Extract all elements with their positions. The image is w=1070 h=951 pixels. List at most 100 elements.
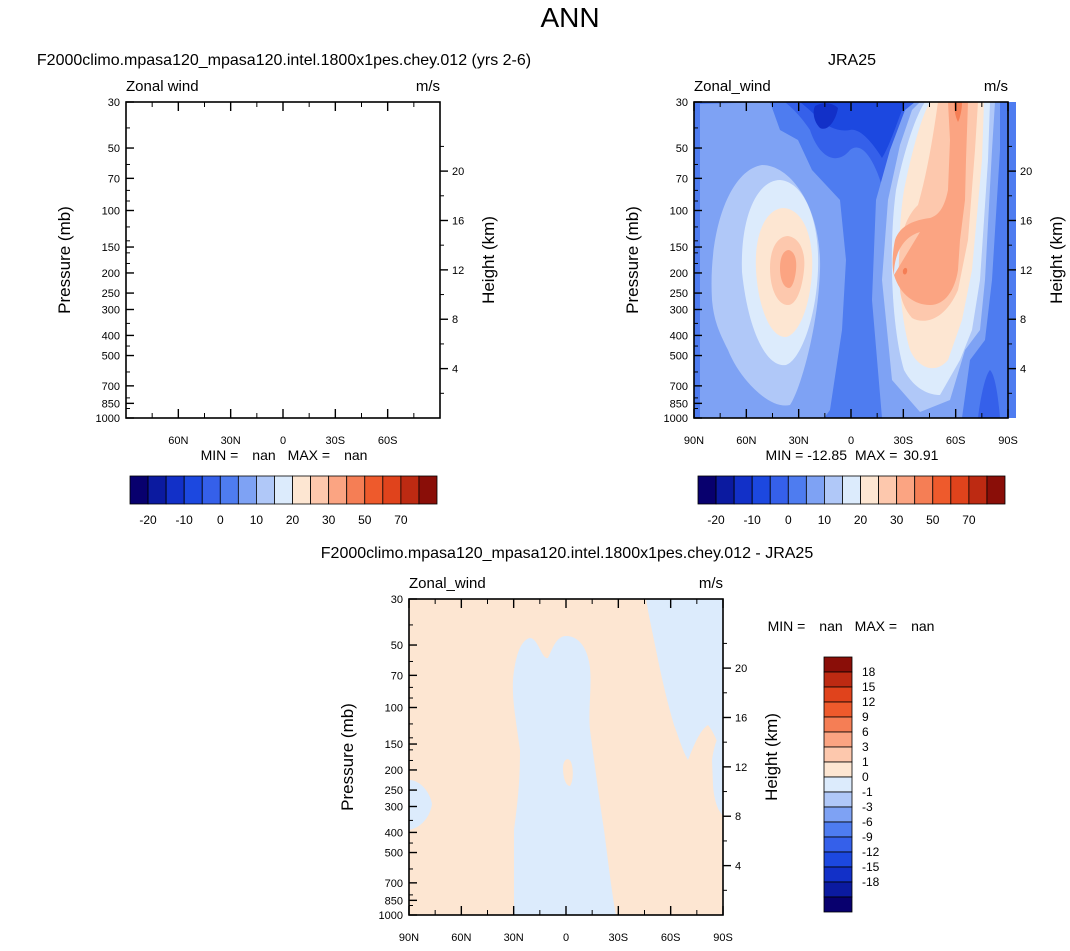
ref-units-label: m/s xyxy=(984,78,1008,95)
diff-stats: MIN = nan MAX = nan xyxy=(768,618,935,634)
ref-right-tick-label: 20 xyxy=(1020,166,1032,178)
diff-x-tick-label: 30N xyxy=(504,932,524,944)
test-x-tick-label: 30N xyxy=(221,435,241,447)
test-x-tick-label: 0 xyxy=(280,435,286,447)
diff-colorbar-label: -9 xyxy=(862,830,873,844)
ref-max-label: MAX = xyxy=(855,447,897,463)
diff-y-tick-label: 30 xyxy=(391,594,403,606)
diff-colorbar-box xyxy=(823,731,853,748)
test-colorbar-label: 30 xyxy=(322,513,336,527)
ref-colorbar-box xyxy=(914,475,934,505)
diff-axes: 3050701001502002503004005007008501000481… xyxy=(379,594,748,944)
test-colorbar-box xyxy=(328,475,348,505)
ref-right-tick-label: 16 xyxy=(1020,215,1032,227)
test-right-tick-label: 20 xyxy=(452,166,464,178)
ref-colorbar-box xyxy=(896,475,916,505)
diff-colorbar-label: 1 xyxy=(862,755,869,769)
ref-y-tick-label: 850 xyxy=(670,398,688,410)
ref-y-axis-label: Pressure (mb) xyxy=(623,206,642,314)
test-right-tick-label: 8 xyxy=(452,314,458,326)
diff-x-tick-label: 90S xyxy=(713,932,733,944)
ref-panel-title: JRA25 xyxy=(828,52,876,69)
test-colorbar-box xyxy=(256,475,275,505)
ref-x-tick-label: 30N xyxy=(789,435,809,447)
test-colorbar-label: 10 xyxy=(250,513,264,527)
ref-right-tick-label: 4 xyxy=(1020,364,1026,376)
diff-max-value: nan xyxy=(911,618,934,634)
ref-colorbar-box xyxy=(860,475,879,505)
ref-variable-label: Zonal_wind xyxy=(694,78,771,95)
ref-x-tick-label: 60S xyxy=(946,435,966,447)
diff-colorbar-label: 0 xyxy=(862,770,869,784)
test-colorbar-box xyxy=(292,475,311,505)
test-colorbar-box xyxy=(274,475,293,505)
diff-min-label: MIN = xyxy=(768,618,806,634)
diff-colorbar-label: 3 xyxy=(862,740,869,754)
ref-colorbar-box xyxy=(787,475,807,505)
diff-colorbar-label: -6 xyxy=(862,815,873,829)
test-y-tick-label: 500 xyxy=(102,351,120,363)
diff-colorbar-box xyxy=(823,761,853,778)
diff-y-tick-label: 70 xyxy=(391,670,403,682)
test-colorbar-box xyxy=(183,475,203,505)
test-min-value: nan xyxy=(252,447,275,463)
test-colorbar-box xyxy=(400,475,420,505)
diff-y-axis-right-label: Height (km) xyxy=(762,713,781,801)
diff-colorbar-box xyxy=(823,866,853,883)
diff-colorbar-label: -1 xyxy=(862,785,873,799)
test-y-tick-label: 150 xyxy=(102,242,120,254)
diff-colorbar-label: 18 xyxy=(862,665,876,679)
test-colorbar-label: 20 xyxy=(286,513,300,527)
ref-colorbar-box xyxy=(824,475,843,505)
diff-colorbar-box xyxy=(823,821,853,838)
ref-right-tick-label: 8 xyxy=(1020,314,1026,326)
ref-right-tick-label: 12 xyxy=(1020,265,1032,277)
ref-y-tick-label: 250 xyxy=(670,288,688,300)
ref-contour-field xyxy=(694,102,1016,418)
ref-stats: MIN = -12.85 MAX = 30.91 xyxy=(766,447,939,463)
diff-y-tick-label: 300 xyxy=(385,802,403,814)
test-axes: 3050701001502002503004005007008501000481… xyxy=(96,97,465,447)
test-y-tick-label: 300 xyxy=(102,305,120,317)
test-colorbar-box xyxy=(364,475,384,505)
diff-contour-field xyxy=(409,599,723,915)
diff-colorbar-label: 15 xyxy=(862,680,876,694)
diff-y-tick-label: 400 xyxy=(385,827,403,839)
ref-y-tick-label: 30 xyxy=(676,97,688,109)
test-colorbar-box xyxy=(219,475,239,505)
ref-colorbar-box xyxy=(968,475,988,505)
ref-axes: 3050701001502002503004005007008501000481… xyxy=(664,97,1033,447)
test-right-tick-label: 12 xyxy=(452,265,464,277)
diff-x-tick-label: 60S xyxy=(661,932,681,944)
diff-colorbar-box xyxy=(823,671,853,688)
diff-panel-title: F2000climo.mpasa120_mpasa120.intel.1800x… xyxy=(321,545,814,562)
diff-colorbar-box xyxy=(823,836,853,853)
diff-colorbar-box xyxy=(823,806,853,823)
ref-y-tick-label: 700 xyxy=(670,381,688,393)
ref-colorbar-box xyxy=(878,475,898,505)
diff-y-tick-label: 700 xyxy=(385,878,403,890)
diff-colorbar-box xyxy=(823,851,853,868)
ref-colorbar-label: 70 xyxy=(962,513,976,527)
diff-colorbar-box xyxy=(823,746,853,763)
ref-nh-level-6 xyxy=(780,250,797,288)
diff-y-tick-label: 500 xyxy=(385,848,403,860)
diff-y-tick-label: 150 xyxy=(385,739,403,751)
test-plot-area xyxy=(126,102,440,418)
diff-min-value: nan xyxy=(819,618,842,634)
test-max-label: MAX = xyxy=(288,447,330,463)
ref-colorbar-label: 0 xyxy=(785,513,792,527)
test-x-tick-label: 60S xyxy=(378,435,398,447)
test-y-tick-label: 700 xyxy=(102,381,120,393)
diff-colorbar-box xyxy=(823,881,853,898)
test-x-tick-label: 60N xyxy=(168,435,188,447)
test-y-axis-label: Pressure (mb) xyxy=(55,206,74,314)
diff-x-tick-label: 0 xyxy=(563,932,569,944)
ref-y-axis-right-label: Height (km) xyxy=(1047,216,1066,304)
diff-colorbar-box xyxy=(823,896,853,913)
diff-colorbar-label: 9 xyxy=(862,710,869,724)
test-colorbar-box xyxy=(201,475,221,505)
test-y-tick-label: 70 xyxy=(108,173,120,185)
ref-colorbar-box xyxy=(950,475,970,505)
